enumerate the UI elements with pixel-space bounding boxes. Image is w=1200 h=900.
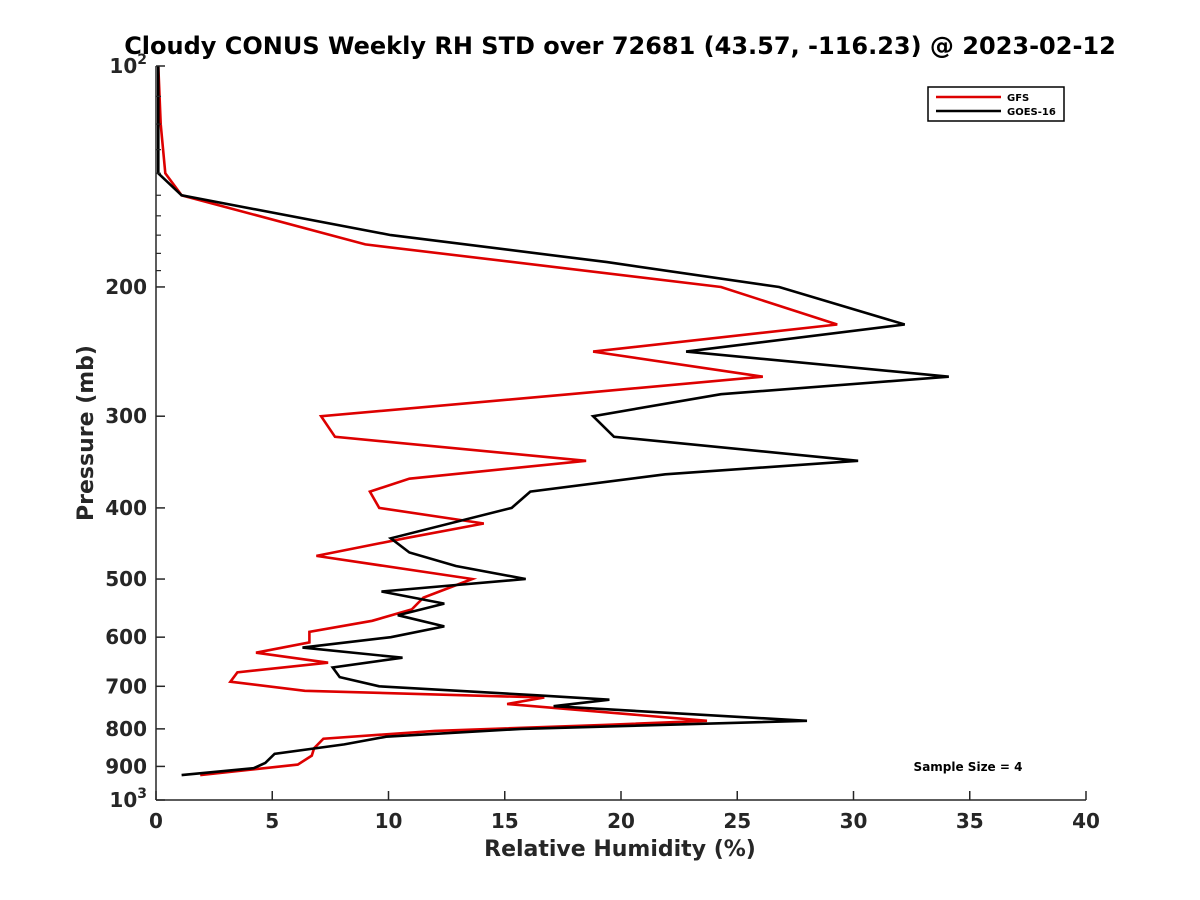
axes-layer: 0 5 10 15 20 25 30 35 40 102 200 300 400 500 600 700 800…: [105, 52, 1100, 833]
series-line-goes16: [157, 66, 949, 777]
chart-title: Cloudy CONUS Weekly RH STD over 72681 (4…: [124, 32, 1116, 60]
y-axis-label: Pressure (mb): [74, 345, 99, 521]
x-tick-label: 0: [149, 809, 163, 833]
x-tick-label: 20: [607, 809, 635, 833]
x-tick-label: 30: [840, 809, 868, 833]
y-tick-label: 800: [105, 717, 147, 741]
series-layer: [157, 65, 949, 777]
y-tick-label: 600: [105, 625, 147, 649]
y-tick-label: 103: [109, 786, 147, 812]
x-axis-label: Relative Humidity (%): [484, 837, 756, 862]
x-tick-label: 15: [491, 809, 519, 833]
y-tick-label: 400: [105, 496, 147, 520]
y-tick-label: 700: [105, 674, 147, 698]
legend-label-goes16: GOES-16: [1007, 107, 1056, 118]
sample-size-annotation: Sample Size = 4: [914, 760, 1023, 774]
legend-label-gfs: GFS: [1007, 93, 1029, 104]
y-tick-label: 200: [105, 275, 147, 299]
x-tick-label: 25: [723, 809, 751, 833]
x-tick-label: 10: [375, 809, 403, 833]
x-tick-label: 5: [265, 809, 279, 833]
x-tick-label: 40: [1072, 809, 1100, 833]
y-tick-label: 500: [105, 567, 147, 591]
x-tick-label: 35: [956, 809, 984, 833]
legend: GFS GOES-16: [927, 86, 1065, 122]
series-line-gfs: [157, 65, 838, 777]
y-tick-label: 900: [105, 754, 147, 778]
y-tick-label: 102: [109, 52, 147, 78]
y-tick-label: 300: [105, 404, 147, 428]
legend-box: [927, 86, 1065, 122]
